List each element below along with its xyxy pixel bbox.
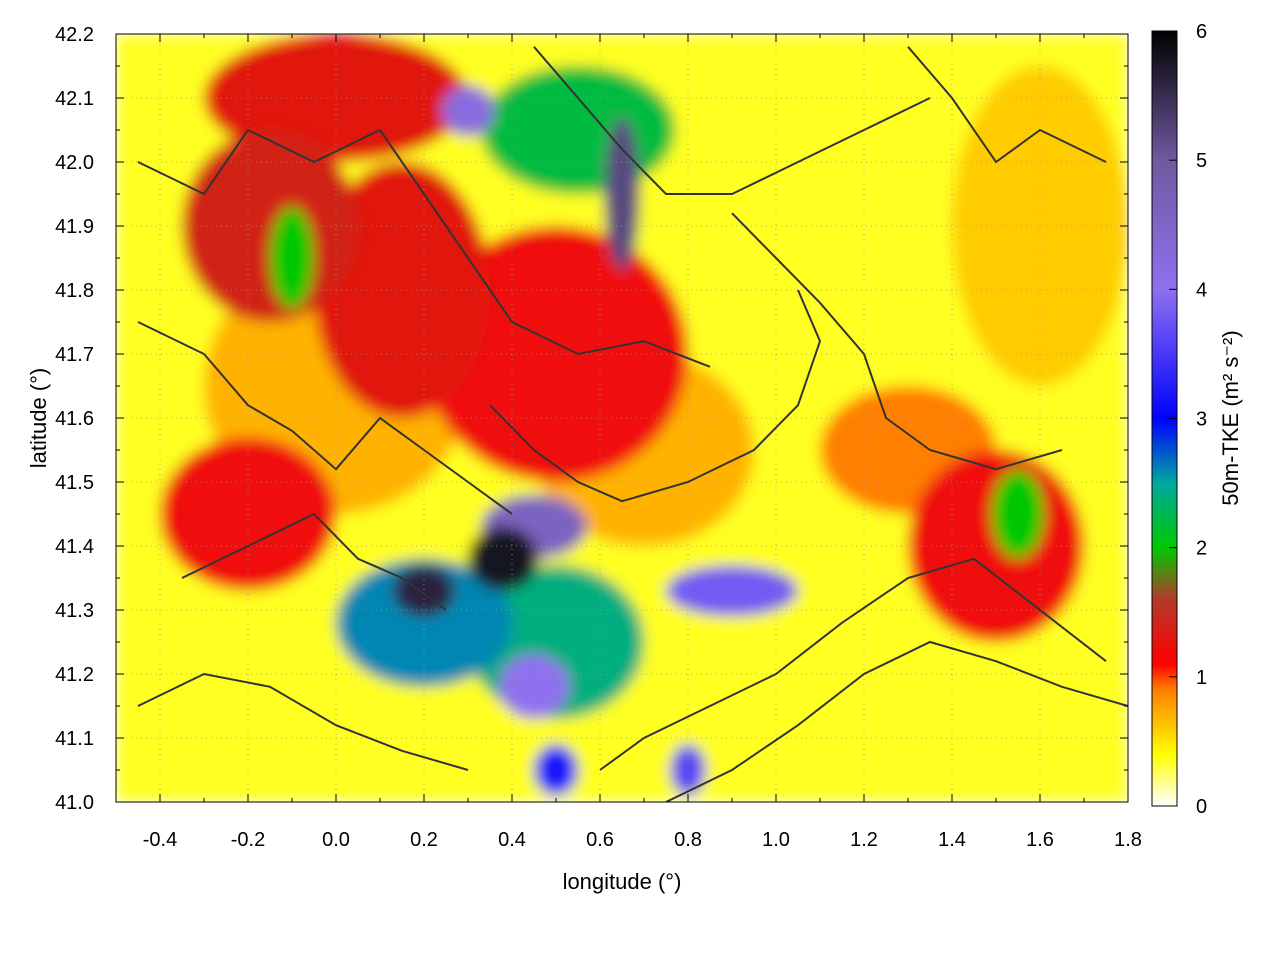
- terrain-contour: [731, 212, 1063, 471]
- tke-patch: [666, 565, 798, 617]
- terrain-contour: [489, 289, 822, 503]
- terrain-contour: [599, 557, 1107, 771]
- x-axis: -0.4 -0.2 0.0 0.2 0.4 0.6 0.8 1.0 1.2 1.4 1.6 1.8: [115, 34, 1142, 851]
- tke-patch: [336, 558, 512, 687]
- y-axis-label: latitude (°): [26, 368, 51, 469]
- terrain-contour: [665, 640, 1128, 802]
- colorbar-tick-label: 6: [1196, 21, 1207, 43]
- y-tick-label: 42.0: [55, 152, 94, 174]
- terrain-contour: [137, 321, 513, 515]
- colorbar-ticks: 0 1 2 3 4 5 6: [1169, 21, 1207, 818]
- x-tick-label: 0.2: [410, 829, 438, 851]
- y-tick-label: 41.7: [55, 344, 94, 366]
- terrain-contour: [907, 46, 1107, 164]
- tke-patch: [468, 526, 539, 591]
- tke-patch: [604, 117, 640, 271]
- terrain-contour: [137, 128, 711, 368]
- y-tick-label: 41.3: [55, 600, 94, 622]
- tke-patch: [393, 565, 455, 617]
- tke-patch: [270, 206, 314, 310]
- x-tick-label: -0.2: [231, 829, 265, 851]
- y-tick-label: 42.1: [55, 88, 94, 110]
- x-tick-label: 1.4: [938, 829, 966, 851]
- terrain-contour: [181, 512, 447, 611]
- x-tick-label: 0.8: [674, 829, 702, 851]
- y-tick-label: 41.5: [55, 472, 94, 494]
- y-tick-label: 41.2: [55, 664, 94, 686]
- colorbar-label: 50m-TKE (m² s⁻²): [1218, 330, 1243, 505]
- colorbar-tick-label: 3: [1196, 409, 1207, 431]
- tke-patch: [991, 469, 1045, 559]
- x-tick-label: 1.0: [762, 829, 790, 851]
- grid-lines: [116, 34, 1128, 802]
- x-tick-label: 0.0: [322, 829, 350, 851]
- colorbar-tick-label: 0: [1196, 796, 1207, 818]
- terrain-contour: [137, 672, 469, 771]
- y-tick-label: 42.2: [55, 24, 94, 46]
- x-tick-label: 1.6: [1026, 829, 1054, 851]
- colorbar: 0 1 2 3 4 5 6 50m-TKE (m² s⁻²): [1151, 21, 1243, 818]
- y-tick-label: 41.4: [55, 536, 94, 558]
- y-tick-label: 41.8: [55, 280, 94, 302]
- colorbar-tick-label: 1: [1196, 667, 1207, 689]
- y-tick-label: 41.1: [55, 728, 94, 750]
- colorbar-tick-label: 5: [1196, 150, 1207, 172]
- colorbar-tick-label: 4: [1196, 279, 1207, 301]
- y-tick-label: 41.0: [55, 792, 94, 814]
- tke-patch: [441, 85, 495, 137]
- y-axis: 41.0 41.1 41.2 41.3 41.4 41.5 41.6 41.7 41.8 41.9…: [55, 24, 1128, 814]
- tke-patch: [182, 130, 358, 322]
- colorbar-tick-label: 2: [1196, 538, 1207, 560]
- x-tick-label: 0.4: [498, 829, 526, 851]
- y-tick-label: 41.6: [55, 408, 94, 430]
- x-tick-label: 1.8: [1114, 829, 1142, 851]
- y-tick-label: 41.9: [55, 216, 94, 238]
- terrain-contour: [533, 46, 931, 195]
- x-tick-label: -0.4: [143, 829, 177, 851]
- x-tick-label: 0.6: [586, 829, 614, 851]
- plot-area: [116, 34, 1128, 802]
- x-tick-label: 1.2: [850, 829, 878, 851]
- x-axis-label: longitude (°): [563, 869, 682, 894]
- terrain-contours: [137, 46, 1128, 802]
- tke-patch: [498, 654, 570, 719]
- tke-patch: [952, 66, 1128, 386]
- tke-patch: [534, 744, 578, 796]
